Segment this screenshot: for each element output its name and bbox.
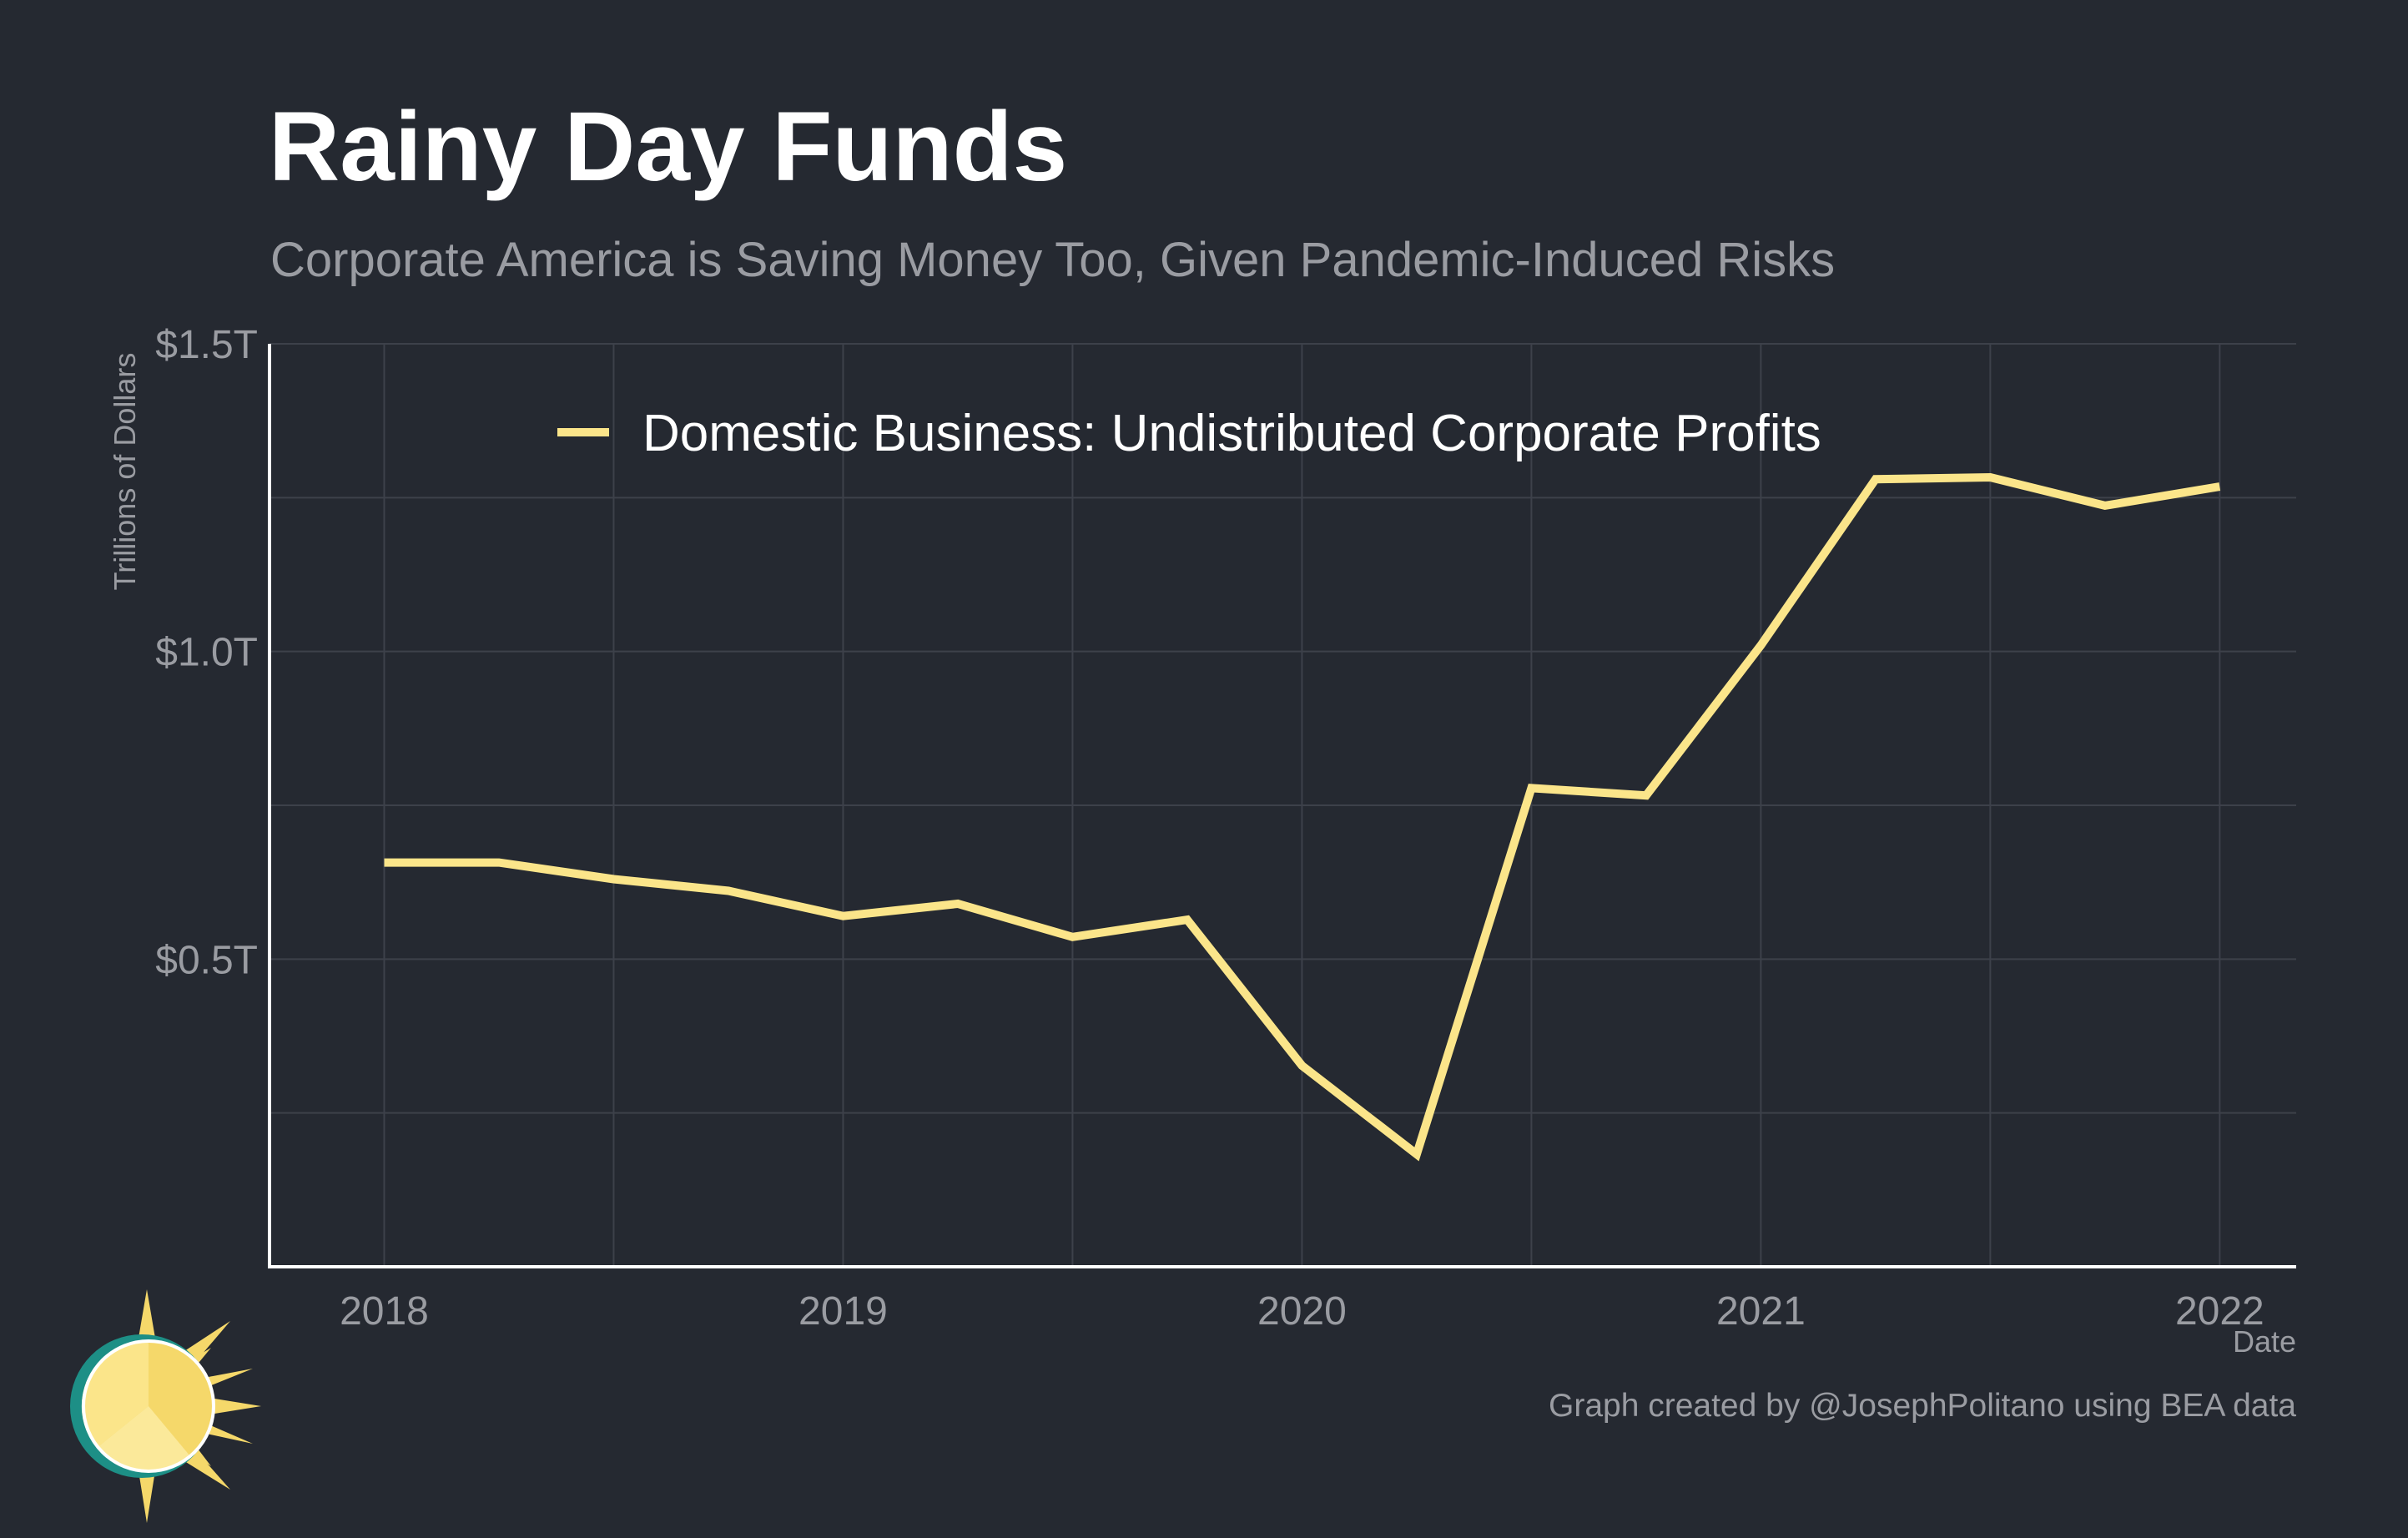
x-tick-label: 2021: [1716, 1289, 1806, 1334]
y-tick-label: $1.0T: [155, 631, 258, 675]
gridlines: [270, 343, 2296, 1267]
x-tick-label: 2019: [798, 1289, 888, 1334]
x-tick-label: 2020: [1257, 1289, 1347, 1334]
series-layer: [384, 472, 2221, 1162]
legend-label: Domestic Business: Undistributed Corpora…: [642, 405, 1821, 462]
legend: Domestic Business: Undistributed Corpora…: [557, 405, 1821, 462]
y-axis-title: Trillions of Dollars: [108, 353, 142, 591]
x-tick-label: 2018: [340, 1289, 429, 1334]
y-tick-label: $0.5T: [155, 938, 258, 982]
sun-logo-icon: [70, 1289, 261, 1523]
y-tick-label: $1.5T: [155, 323, 258, 367]
series-line: [384, 472, 2221, 1162]
axes: $0.5T $1.0T $1.5T 2018 2019 2020 2021 2022: [155, 323, 2296, 1334]
chart-subtitle: Corporate America is Saving Money Too, G…: [270, 233, 1836, 287]
x-tick-label: 2022: [2175, 1289, 2264, 1334]
chart-title: Rainy Day Funds: [269, 92, 1068, 202]
source-caption: Graph created by @JosephPolitano using B…: [1549, 1388, 2296, 1424]
x-axis-title: Date: [2233, 1324, 2296, 1359]
